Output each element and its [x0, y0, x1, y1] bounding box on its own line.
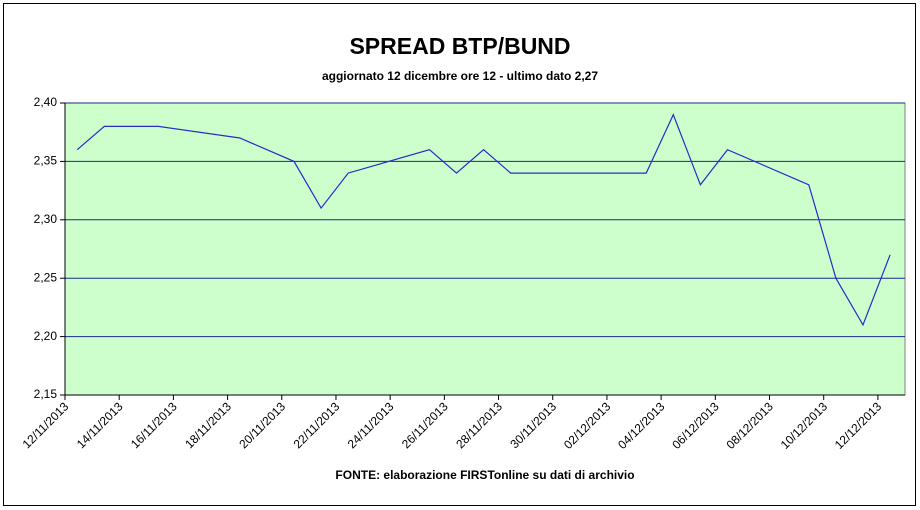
- source-note: FONTE: elaborazione FIRSTonline su dati …: [335, 468, 634, 482]
- data-line: [76, 113, 891, 327]
- y-tick-label: 2,20: [34, 329, 58, 343]
- chart-title: SPREAD BTP/BUND: [349, 33, 570, 59]
- y-tick-label: 2,35: [34, 154, 58, 168]
- y-tick-label: 2,15: [34, 387, 58, 401]
- y-tick-label: 2,40: [34, 95, 58, 109]
- y-tick-label: 2,30: [34, 212, 58, 226]
- chart-subtitle: aggiornato 12 dicembre ore 12 - ultimo d…: [322, 69, 598, 83]
- y-tick-label: 2,25: [34, 270, 58, 284]
- plot-area: [64, 102, 906, 396]
